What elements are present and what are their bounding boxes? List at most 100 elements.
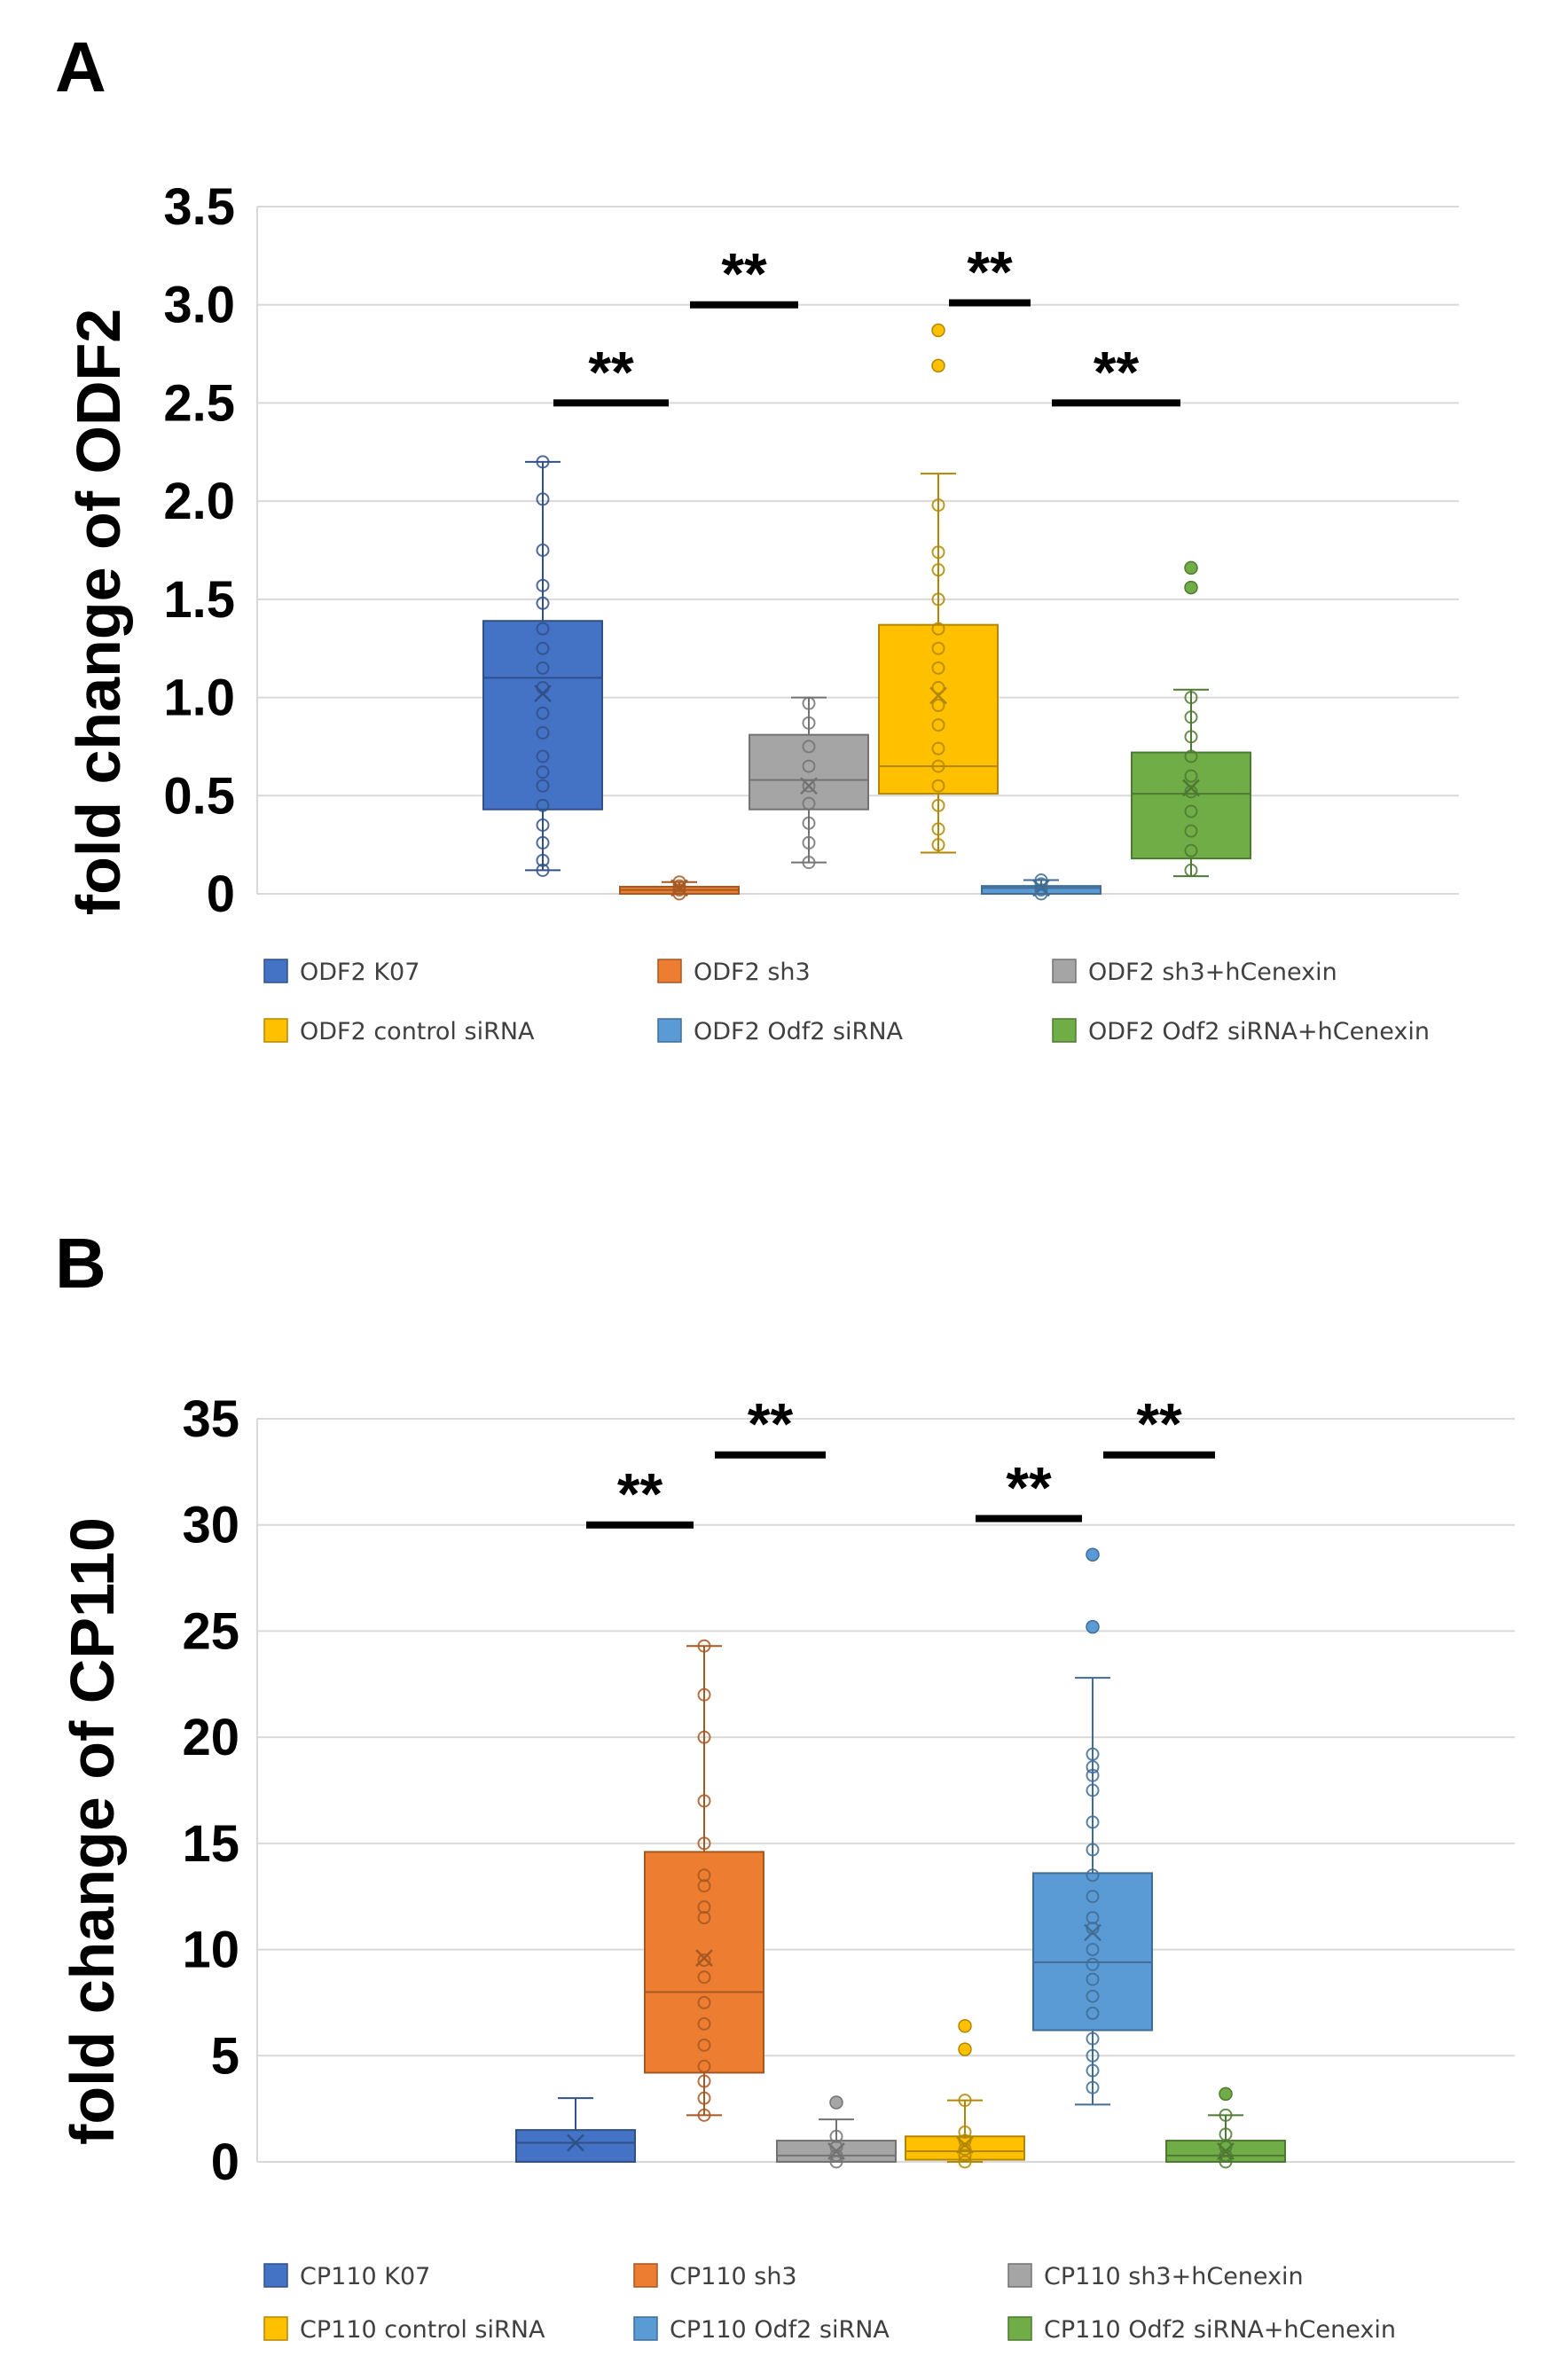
legend-label: CP110 Odf2 siRNA [670, 2316, 890, 2344]
box-odf2-sh3-hcenexin [749, 696, 869, 870]
box-cp110-control-sirna [905, 2019, 1025, 2169]
data-point [802, 696, 816, 710]
mean-marker [695, 1949, 713, 1968]
data-point [931, 545, 945, 560]
data-point [672, 879, 686, 893]
data-point [931, 822, 945, 836]
data-point [1086, 1815, 1100, 1829]
data-point [1184, 843, 1198, 857]
data-point [536, 818, 550, 832]
significance-label: ** [617, 1461, 663, 1527]
box-cp110-odf2-sirna [1032, 1547, 1153, 2106]
significance-label: ** [748, 1391, 794, 1457]
data-point [697, 1794, 711, 1808]
data-point [1184, 691, 1198, 705]
data-point [536, 835, 550, 849]
outlier-point [1219, 2086, 1233, 2102]
data-point [1184, 749, 1198, 763]
box-body [1032, 1872, 1153, 2032]
legend-label: ODF2 Odf2 siRNA+hCenexin [1088, 1018, 1430, 1045]
box-cp110-odf2-sirna-hcenexin [1165, 2086, 1286, 2169]
data-point [1184, 804, 1198, 818]
data-point [536, 622, 550, 636]
box-body [482, 620, 603, 810]
data-point [1086, 1911, 1100, 1925]
y-tick-label: 10 [182, 1922, 239, 1979]
data-point [931, 592, 945, 607]
legend-swatch [633, 2316, 658, 2341]
data-point [802, 835, 816, 849]
data-point [697, 1900, 711, 1914]
y-tick-label: 3.5 [163, 178, 235, 236]
legend-a: ODF2 K07 ODF2 sh3 ODF2 sh3+hCenexin ODF2 co… [263, 959, 1430, 1045]
data-point [802, 816, 816, 830]
data-point [931, 661, 945, 675]
outlier-point [1086, 1547, 1100, 1562]
data-point [697, 1639, 711, 1653]
legend-swatch [1007, 2316, 1032, 2341]
mean-marker [1182, 779, 1200, 797]
data-point [931, 798, 945, 812]
data-point [536, 661, 550, 675]
data-point [697, 2016, 711, 2031]
outlier-point [958, 2042, 972, 2056]
mean-marker [929, 686, 947, 705]
data-point [802, 779, 816, 793]
data-point [1184, 710, 1198, 724]
legend-swatch [263, 2263, 288, 2288]
legend-label: ODF2 sh3 [694, 959, 811, 986]
data-point [536, 863, 550, 877]
data-point [697, 1970, 711, 1985]
y-tick-label: 20 [182, 1709, 239, 1766]
data-point [1034, 877, 1048, 891]
legend-label: ODF2 K07 [300, 959, 419, 986]
outlier-point [931, 323, 945, 338]
data-point [1086, 2048, 1100, 2063]
data-point [1086, 1989, 1100, 2003]
data-point [697, 2038, 711, 2052]
significance-label: ** [1136, 1391, 1182, 1457]
data-point [1086, 2063, 1100, 2078]
legend-swatch [263, 2316, 288, 2341]
data-point [697, 1730, 711, 1744]
y-tick-label: 2.5 [163, 374, 235, 432]
legend-swatch [657, 959, 682, 983]
y-tick-label: 0 [211, 2133, 239, 2191]
data-point [1184, 730, 1198, 744]
data-point [829, 2129, 843, 2143]
data-point [1086, 1957, 1100, 1971]
data-point [1086, 1972, 1100, 1986]
legend-swatch [657, 1018, 682, 1043]
data-point [1184, 769, 1198, 783]
y-tick-label: 5 [211, 2027, 239, 2085]
data-point [536, 853, 550, 867]
data-point [536, 641, 550, 655]
box-cp110-k07 [515, 2097, 636, 2163]
data-point [931, 779, 945, 793]
box-cp110-sh3-hcenexin [776, 2095, 897, 2169]
legend-label: CP110 sh3 [670, 2263, 797, 2290]
mean-marker [800, 777, 818, 795]
data-point [931, 498, 945, 513]
data-point [802, 856, 816, 870]
outlier-point [1086, 1619, 1100, 1634]
data-point [1086, 1943, 1100, 1957]
data-point [536, 706, 550, 720]
data-point [1086, 2006, 1100, 2020]
data-point [536, 578, 550, 592]
legend-swatch [633, 2263, 658, 2288]
y-tick-label: 30 [182, 1497, 239, 1554]
legend-label: CP110 K07 [300, 2263, 430, 2290]
data-point [802, 740, 816, 754]
y-tick-label: 1.5 [163, 571, 235, 629]
data-point [536, 544, 550, 557]
data-point [1086, 1747, 1100, 1761]
y-axis-label-a: fold change of ODF2 [64, 309, 133, 915]
data-point [1034, 873, 1048, 887]
y-tick-label: 15 [182, 1815, 239, 1873]
y-tick-label: 25 [182, 1602, 239, 1660]
mean-marker [1084, 1923, 1102, 1942]
data-point [1086, 1783, 1100, 1797]
box-odf2-sh3 [619, 875, 740, 901]
box-body [515, 2129, 636, 2163]
